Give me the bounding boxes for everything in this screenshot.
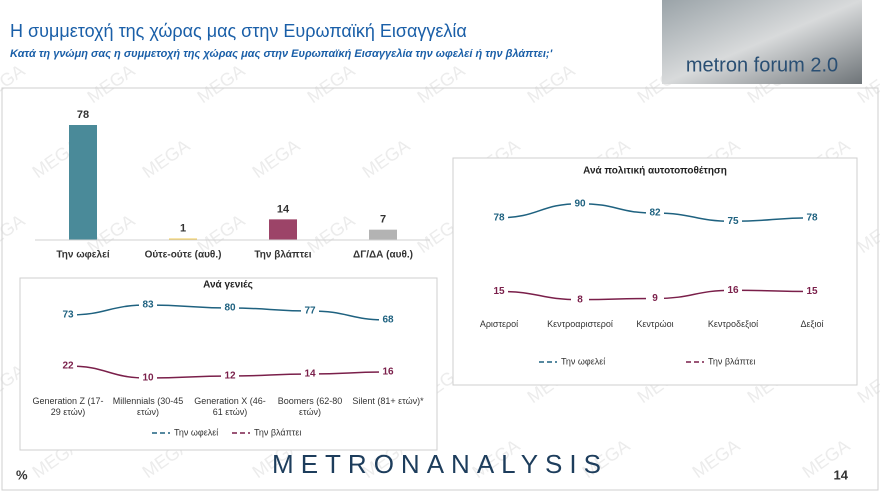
data-label: 82 xyxy=(649,208,661,219)
brand: METRONANALYSIS xyxy=(272,449,608,479)
data-label: 16 xyxy=(727,285,739,296)
watermark: MEGA xyxy=(414,60,469,107)
page-title: Η συμμετοχή της χώρας μας στην Ευρωπαϊκή… xyxy=(10,21,467,41)
bar xyxy=(69,125,97,240)
chart-title: Ανά πολιτική αυτοτοποθέτηση xyxy=(583,166,727,177)
label-bg xyxy=(139,371,157,385)
value-label: 14 xyxy=(277,203,290,215)
x-tick-label: Κεντροαριστεροί xyxy=(547,319,613,329)
label-bg xyxy=(571,292,589,307)
x-tick-label: Generation Z (17-29 ετών) xyxy=(32,396,104,417)
data-label: 77 xyxy=(304,306,316,317)
chart-title: Ανά γενιές xyxy=(203,280,253,291)
data-label: 83 xyxy=(142,300,154,311)
value-label: 78 xyxy=(77,109,89,121)
chart-box xyxy=(19,277,438,451)
label-bg xyxy=(379,313,397,327)
watermark: MEGA xyxy=(524,60,579,107)
x-tick-label: Millennials (30-45 ετών) xyxy=(112,396,184,417)
x-tick-label: Generation X (46-61 ετών) xyxy=(194,396,266,417)
data-label: 78 xyxy=(493,212,505,223)
label-bg xyxy=(301,367,319,381)
watermark: MEGA xyxy=(689,435,744,482)
label-bg xyxy=(571,196,589,211)
page-number: 14 xyxy=(834,467,849,482)
label-bg xyxy=(724,283,742,298)
watermark: MEGA xyxy=(854,360,880,407)
x-tick-label: ΔΓ/ΔΑ (αυθ.) xyxy=(353,250,413,261)
watermark: MEGA xyxy=(194,60,249,107)
data-label: 75 xyxy=(727,216,739,227)
label-bg xyxy=(803,284,821,299)
page-subtitle: Κατά τη γνώμη σας η συμμετοχή της χώρας … xyxy=(10,48,553,60)
value-label: 7 xyxy=(380,214,386,226)
x-tick-label: Την ωφελεί xyxy=(56,250,109,261)
x-tick-label: Κεντροδεξιοί xyxy=(707,319,759,329)
label-bg xyxy=(646,206,664,221)
data-label: 78 xyxy=(806,212,818,223)
data-label: 15 xyxy=(806,286,818,297)
watermark: MEGA xyxy=(854,210,880,257)
legend-label: Την βλάπτει xyxy=(254,427,301,437)
label-bg xyxy=(59,308,77,322)
data-label: 8 xyxy=(577,294,583,305)
logo-text: metron forum 2.0 xyxy=(686,54,838,76)
watermark: MEGA xyxy=(304,210,359,257)
bar xyxy=(169,238,197,240)
x-tick-label: Δεξιοί xyxy=(800,319,824,329)
bar xyxy=(369,229,397,240)
label-bg xyxy=(724,214,742,229)
slide-frame xyxy=(1,87,879,491)
logo-box xyxy=(662,0,862,84)
chart-box xyxy=(452,157,858,386)
watermark: MEGA xyxy=(139,135,194,182)
label-bg xyxy=(301,304,319,318)
label-bg xyxy=(803,210,821,225)
label-bg xyxy=(490,210,508,225)
data-label: 73 xyxy=(62,310,74,321)
label-bg xyxy=(490,284,508,299)
data-label: 10 xyxy=(142,373,154,384)
watermark: MEGA xyxy=(0,60,28,107)
data-label: 90 xyxy=(574,198,586,209)
x-tick-label: Κεντρώοι xyxy=(636,319,674,329)
x-tick-label: Την βλάπτει xyxy=(254,250,311,261)
watermark: MEGA xyxy=(249,135,304,182)
legend-label: Την ωφελεί xyxy=(561,356,605,366)
label-bg xyxy=(221,369,239,383)
watermark: MEGA xyxy=(0,210,28,257)
label-bg xyxy=(221,301,239,315)
x-tick-label: Boomers (62-80 ετών) xyxy=(277,396,343,417)
data-label: 22 xyxy=(62,361,74,372)
data-label: 12 xyxy=(224,371,236,382)
label-bg xyxy=(646,291,664,306)
value-label: 1 xyxy=(180,222,186,234)
watermark: MEGA xyxy=(84,60,139,107)
legend-label: Την βλάπτει xyxy=(708,356,755,366)
legend-label: Την ωφελεί xyxy=(174,427,218,437)
unit: % xyxy=(16,467,28,482)
data-label: 14 xyxy=(304,369,316,380)
label-bg xyxy=(59,359,77,373)
label-bg xyxy=(139,298,157,312)
bar xyxy=(269,219,297,240)
data-label: 68 xyxy=(382,315,394,326)
data-label: 9 xyxy=(652,293,658,304)
x-tick-label: Silent (81+ ετών)* xyxy=(352,396,424,406)
x-tick-label: Ούτε-ούτε (αυθ.) xyxy=(145,250,222,261)
data-label: 15 xyxy=(493,286,505,297)
x-tick-label: Αριστεροί xyxy=(479,319,519,329)
watermark: MEGA xyxy=(359,135,414,182)
data-label: 80 xyxy=(224,303,236,314)
label-bg xyxy=(379,365,397,379)
watermark: MEGA xyxy=(304,60,359,107)
data-label: 16 xyxy=(382,367,394,378)
